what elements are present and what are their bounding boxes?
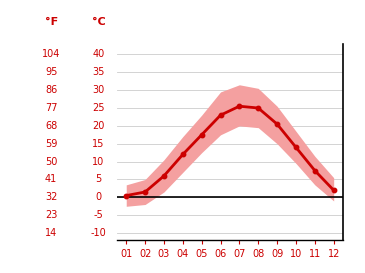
Text: 40: 40 bbox=[92, 49, 105, 60]
Text: 32: 32 bbox=[45, 192, 57, 202]
Text: 104: 104 bbox=[42, 49, 60, 60]
Text: 25: 25 bbox=[92, 103, 105, 113]
Text: 86: 86 bbox=[45, 85, 57, 95]
Text: -5: -5 bbox=[94, 210, 103, 220]
Text: 14: 14 bbox=[45, 228, 57, 238]
Text: 10: 10 bbox=[92, 157, 105, 167]
Text: 0: 0 bbox=[96, 192, 101, 202]
Text: 59: 59 bbox=[45, 139, 57, 149]
Text: °F: °F bbox=[45, 17, 58, 27]
Text: 15: 15 bbox=[92, 139, 105, 149]
Text: 5: 5 bbox=[95, 174, 102, 185]
Text: 50: 50 bbox=[45, 157, 57, 167]
Text: °C: °C bbox=[92, 17, 105, 27]
Text: -10: -10 bbox=[91, 228, 107, 238]
Text: 68: 68 bbox=[45, 121, 57, 131]
Text: 41: 41 bbox=[45, 174, 57, 185]
Text: 77: 77 bbox=[45, 103, 57, 113]
Text: 20: 20 bbox=[92, 121, 105, 131]
Text: 35: 35 bbox=[92, 67, 105, 77]
Text: 30: 30 bbox=[92, 85, 105, 95]
Text: 95: 95 bbox=[45, 67, 57, 77]
Text: 23: 23 bbox=[45, 210, 57, 220]
